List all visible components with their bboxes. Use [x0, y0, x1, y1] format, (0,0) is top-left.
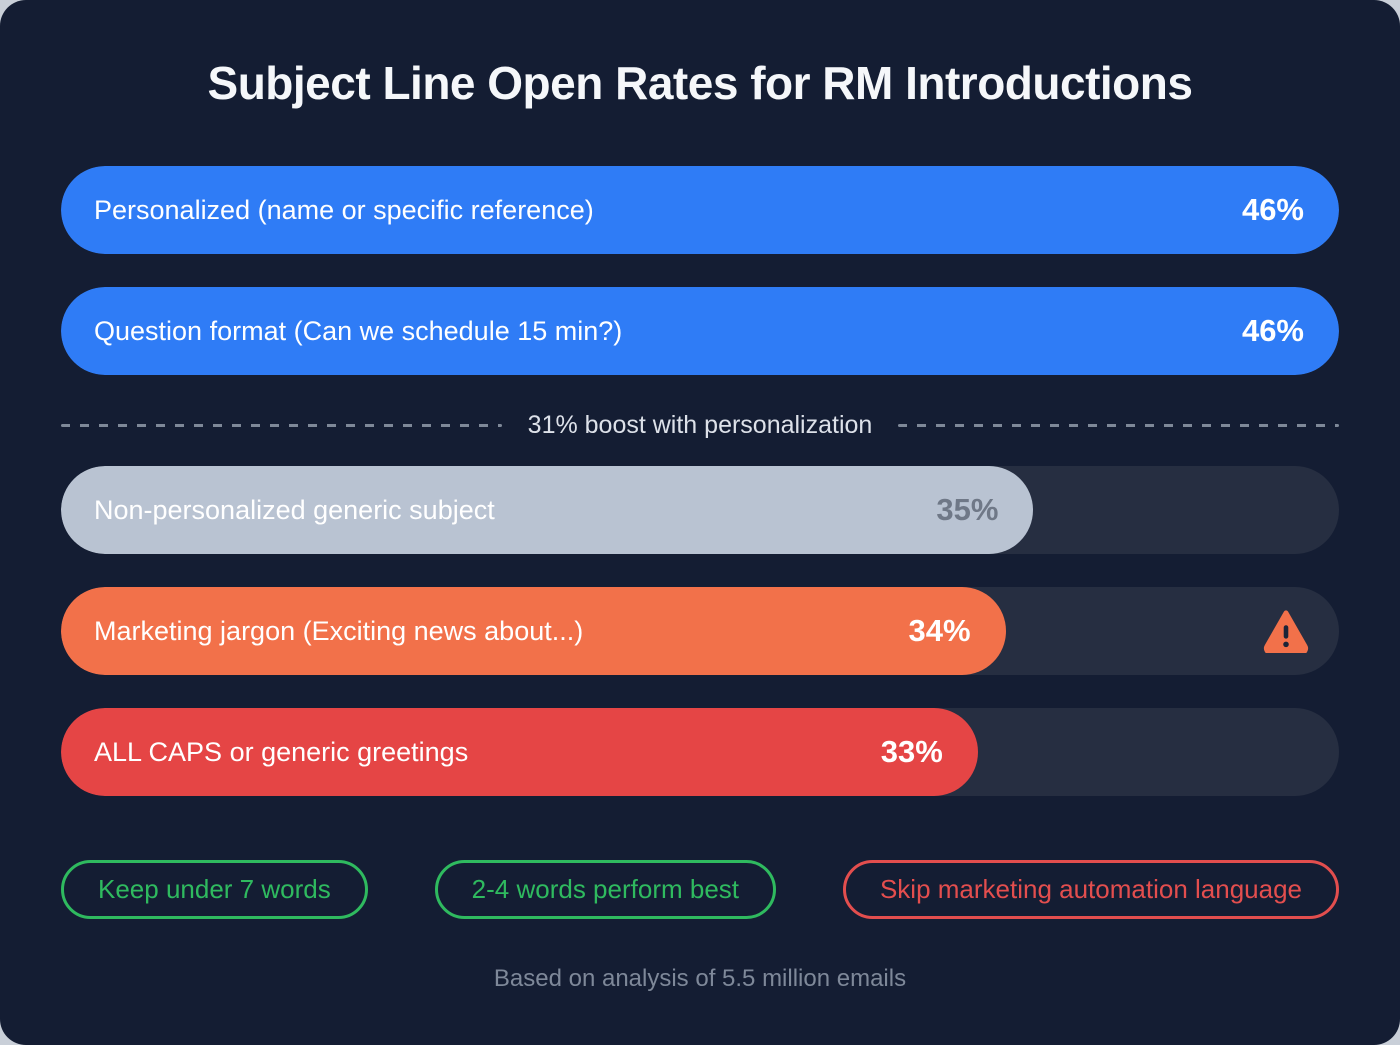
tip-badges: Keep under 7 words 2-4 words perform bes… — [61, 860, 1339, 919]
bar-fill: Non-personalized generic subject 35% — [61, 466, 1034, 554]
bar-chart: Personalized (name or specific reference… — [61, 166, 1339, 796]
source-note: Based on analysis of 5.5 million emails — [493, 965, 907, 992]
bar-fill: Personalized (name or specific reference… — [61, 166, 1339, 254]
bar-value: 34% — [908, 613, 971, 648]
badge-keep-under-7-words: Keep under 7 words — [61, 860, 368, 919]
bar-row-all-caps: ALL CAPS or generic greetings 33% — [61, 708, 1339, 796]
bar-row-question-format: Question format (Can we schedule 15 min?… — [61, 287, 1339, 375]
dashed-line-left — [61, 423, 502, 427]
badge-skip-marketing-language: Skip marketing automation language — [842, 860, 1339, 919]
bar-value: 46% — [1241, 192, 1304, 227]
warning-icon — [1263, 609, 1309, 653]
bar-row-non-personalized: Non-personalized generic subject 35% — [61, 466, 1339, 554]
badge-2-4-words: 2-4 words perform best — [434, 860, 776, 919]
bar-label: Marketing jargon (Exciting news about...… — [94, 615, 584, 646]
bar-label: ALL CAPS or generic greetings — [94, 736, 469, 767]
bar-fill: Question format (Can we schedule 15 min?… — [61, 287, 1339, 375]
bar-row-marketing-jargon: Marketing jargon (Exciting news about...… — [61, 587, 1339, 675]
boost-annotation-label: 31% boost with personalization — [527, 410, 873, 439]
bar-label: Personalized (name or specific reference… — [94, 194, 594, 225]
bar-label: Question format (Can we schedule 15 min?… — [94, 315, 623, 346]
bar-fill: ALL CAPS or generic greetings 33% — [61, 708, 978, 796]
bar-value: 46% — [1241, 313, 1304, 348]
dashed-line-right — [898, 423, 1339, 427]
bar-fill: Marketing jargon (Exciting news about...… — [61, 587, 1006, 675]
bar-value: 35% — [936, 492, 999, 527]
page-title: Subject Line Open Rates for RM Introduct… — [207, 57, 1193, 109]
bar-row-personalized: Personalized (name or specific reference… — [61, 166, 1339, 254]
boost-annotation: 31% boost with personalization — [61, 408, 1339, 442]
bar-label: Non-personalized generic subject — [94, 494, 495, 525]
bar-value: 33% — [880, 734, 943, 769]
